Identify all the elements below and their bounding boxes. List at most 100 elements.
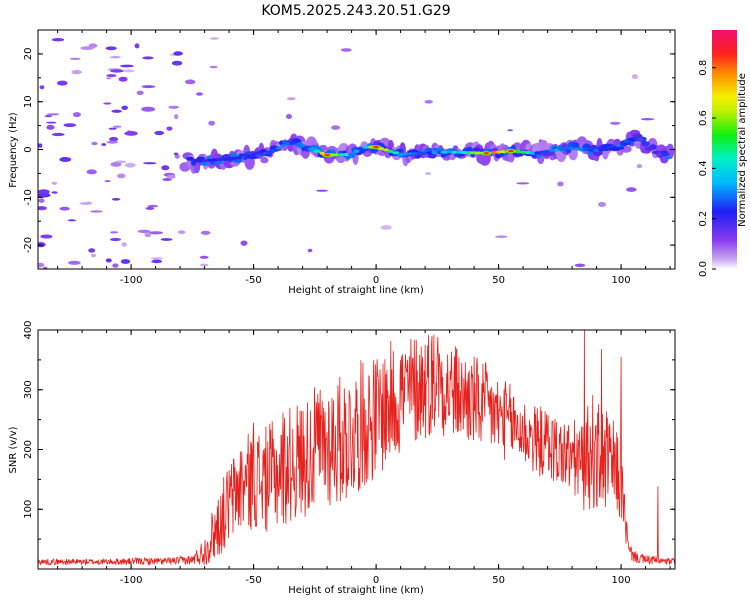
spectrogram-noise-cell: [307, 248, 313, 253]
spectrogram-noise-cell: [51, 38, 65, 42]
spectrogram-noise-cell: [200, 230, 211, 235]
colorbar-tick-label: 0.2: [698, 211, 709, 227]
spectrogram-noise-cell: [38, 206, 47, 211]
spectrogram-noise-cell: [316, 189, 328, 192]
spectrogram-y-axis-label: Frequency (Hz): [8, 112, 19, 188]
spectrogram-noise-cell: [67, 219, 77, 222]
colorbar-tick-label: 0.4: [698, 160, 709, 176]
spectrogram-noise-cell: [142, 56, 154, 60]
spectrogram-signal-cell: [651, 150, 660, 154]
spectrogram-noise-cell: [112, 263, 119, 268]
spectrogram-noise-cell: [177, 230, 186, 234]
spectrogram-signal-cell: [214, 161, 225, 164]
spectrogram-noise-cell: [79, 202, 93, 205]
spectrogram-y-tick-label: 0: [23, 146, 34, 152]
spectrogram-noise-cell: [162, 178, 172, 181]
spectrogram-noise-cell: [123, 69, 135, 73]
spectrogram-noise-cell: [38, 262, 45, 267]
spectrogram-noise-cell: [106, 140, 119, 144]
spectrogram-signal-cell: [565, 148, 572, 154]
colorbar-label: Normalized spectral amplitude: [737, 73, 748, 227]
spectrogram-signal-cell: [255, 153, 262, 157]
spectrogram-noise-cell: [63, 123, 77, 127]
spectrogram-x-axis-label: Height of straight line (km): [288, 285, 424, 296]
spectrogram-signal-cell: [402, 152, 409, 156]
spectrogram-signal-cell: [425, 147, 433, 153]
spectrogram-noise-cell: [557, 181, 564, 187]
spectrogram-noise-cell: [141, 106, 156, 112]
spectrogram-noise-cell: [38, 193, 51, 198]
spectrogram-signal-cell: [603, 147, 610, 152]
spectrogram-signal-cell: [490, 151, 498, 155]
snr-series-line: [38, 330, 675, 567]
spectrogram-x-tick-label: 100: [612, 275, 631, 286]
snr-x-tick-label: 100: [612, 575, 631, 586]
spectrogram-noise-cell: [59, 206, 70, 211]
spectrogram-noise-cell: [120, 64, 134, 68]
spectrogram-noise-cell: [425, 172, 431, 175]
snr-y-tick-label: 400: [23, 320, 34, 339]
spectrogram-noise-cell: [38, 189, 50, 195]
spectrogram-noise-cell: [109, 231, 119, 234]
spectrogram-noise-cell: [126, 130, 132, 136]
spectrogram-signal-cell: [642, 142, 650, 146]
spectrogram-noise-layer: [38, 37, 655, 269]
spectrogram-noise-cell: [110, 237, 121, 242]
spectrogram-noise-cell: [598, 202, 606, 207]
spectrogram-noise-cell: [199, 255, 209, 259]
spectrogram-noise-cell: [90, 210, 103, 213]
spectrogram-noise-cell: [184, 79, 196, 85]
spectrogram-noise-cell: [640, 118, 655, 121]
spectrogram-noise-cell: [286, 114, 292, 119]
spectrogram-noise-cell: [51, 181, 58, 185]
spectrogram-signal-cell: [280, 144, 286, 148]
spectrogram-y-tick-label: 20: [23, 48, 34, 61]
spectrogram-noise-cell: [340, 48, 352, 52]
spectrogram-y-tick-label: 10: [23, 95, 34, 108]
spectrogram-noise-cell: [111, 109, 122, 113]
spectrogram-noise-cell: [91, 141, 98, 146]
snr-y-tick-label: 200: [23, 440, 34, 459]
spectrogram-noise-cell: [106, 77, 111, 80]
spectrogram-signal-cell: [275, 146, 281, 150]
spectrogram-signal-cell: [621, 142, 631, 146]
spectrogram-signal-cell: [591, 144, 598, 150]
spectrogram-noise-cell: [134, 43, 140, 49]
spectrogram-noise-cell: [166, 174, 176, 179]
spectrogram-noise-cell: [495, 235, 508, 238]
spectrogram-noise-cell: [114, 160, 127, 164]
spectrogram-noise-cell: [168, 105, 180, 109]
spectrogram-signal-cell: [308, 147, 317, 151]
spectrogram-signal-cell: [235, 156, 243, 160]
spectrogram-signal-cell: [259, 149, 267, 153]
spectrogram-noise-cell: [106, 74, 117, 78]
spectrogram-noise-cell: [145, 206, 155, 210]
spectrogram-noise-cell: [160, 238, 173, 241]
spectrogram-noise-cell: [105, 258, 112, 263]
snr-x-tick-label: -50: [245, 575, 261, 586]
spectrogram-noise-cell: [46, 124, 55, 130]
colorbar-ticks: 0.0 0.2 0.4 0.6 0.8: [698, 60, 716, 277]
spectrogram-signal-cell: [647, 146, 654, 150]
spectrogram-noise-cell: [240, 240, 248, 246]
spectrogram-signal-cell: [202, 159, 208, 163]
spectrogram-signal-cell: [347, 152, 356, 156]
colorbar-gradient: [712, 30, 737, 269]
spectrogram-noise-cell: [331, 125, 341, 130]
spectrogram-signal-cell: [186, 156, 194, 161]
spectrogram-noise-cell: [166, 126, 173, 131]
spectrogram-signal-cell: [270, 149, 276, 153]
spectrogram-noise-cell: [149, 231, 164, 235]
spectrogram-noise-cell: [111, 198, 121, 201]
spectrogram-signal-cell: [451, 150, 458, 154]
spectrogram-signal-cell: [515, 150, 522, 154]
spectrogram-x-tick-label: -50: [245, 275, 261, 286]
spectrogram-noise-cell: [105, 46, 117, 51]
chart-title: KOM5.2025.243.20.51.G29: [261, 3, 450, 19]
spectrogram-hotspot: [324, 154, 331, 157]
spectrogram-noise-cell: [208, 120, 216, 126]
spectrogram-noise-cell: [173, 51, 183, 56]
spectrogram-signal-cell: [538, 140, 549, 153]
spectrogram-noise-cell: [57, 80, 68, 86]
